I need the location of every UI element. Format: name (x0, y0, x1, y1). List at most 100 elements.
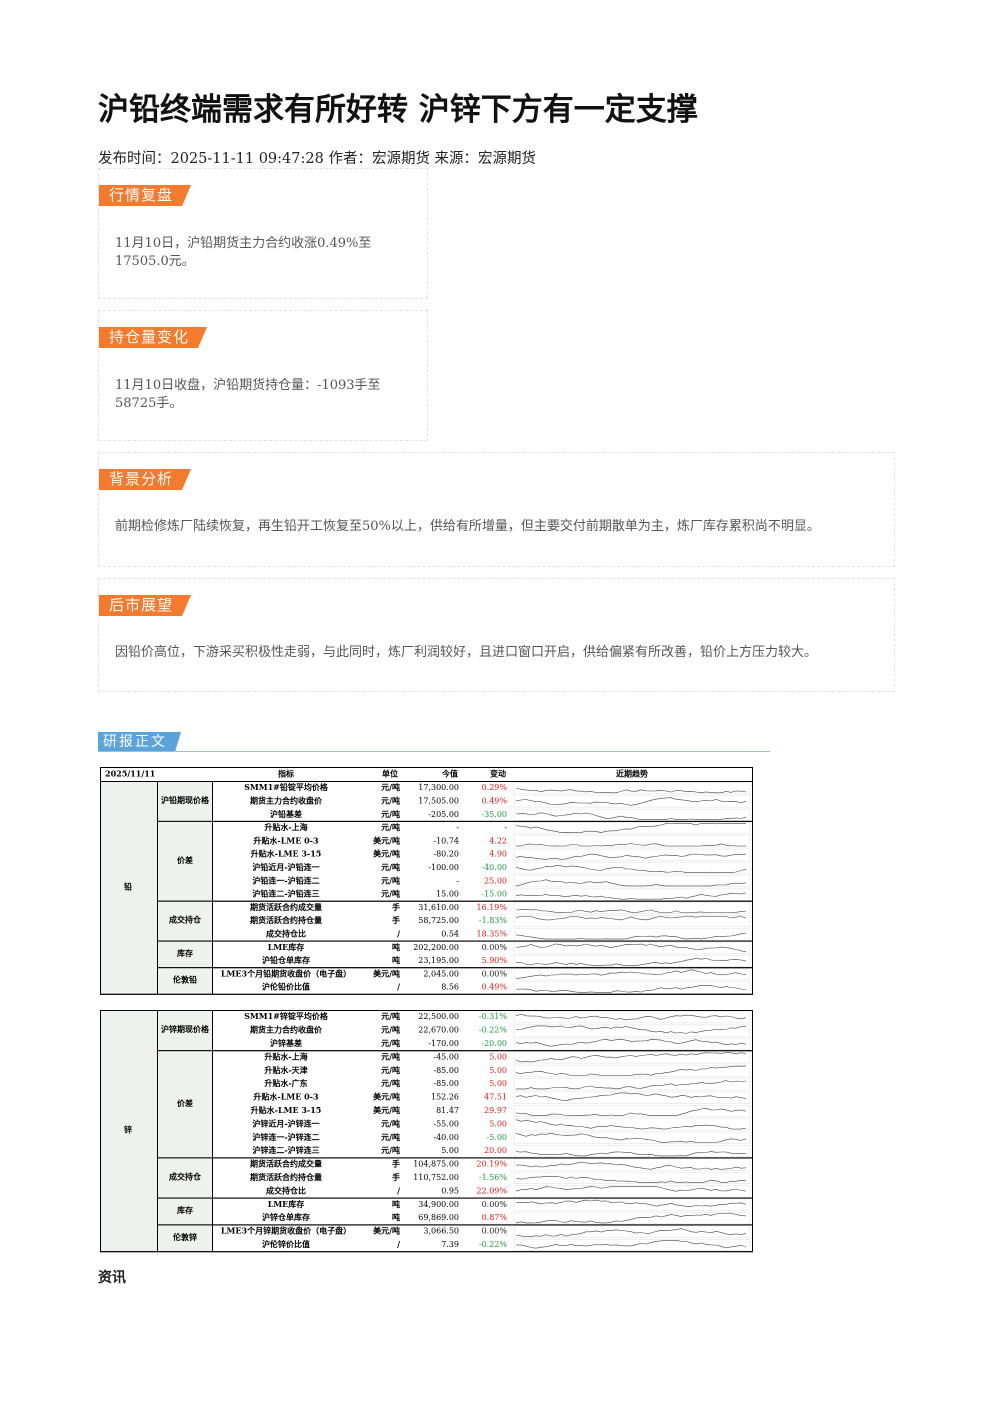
trend-cell (513, 822, 751, 834)
trend-sparkline (515, 909, 747, 913)
unit: 美元/吨 (373, 1226, 400, 1236)
value: -40.00 (433, 1133, 459, 1142)
trend-cell (513, 901, 751, 914)
value: 58,725.00 (418, 916, 459, 925)
section-body: 因铅价高位，下游采买积极性走弱，与此同时，炼厂利润较好，且进口窗口开启，供给偏紧… (115, 645, 818, 660)
change: 5.90% (482, 956, 508, 965)
value: 0.54 (441, 929, 459, 938)
indicator: LME库存 (268, 942, 305, 952)
change: 5.00 (489, 1119, 507, 1128)
change: -35.00 (481, 810, 507, 819)
value: 8.56 (441, 983, 459, 992)
trend-cell (513, 1198, 751, 1211)
section-box: 持仓量变化 11月10日收盘，沪铅期货持仓量：-1093手至58725手。 (98, 310, 428, 441)
meta: 发布时间：2025-11-11 09:47:28 作者：宏源期货 来源：宏源期货 (98, 151, 537, 167)
trend-sparkline (515, 1119, 747, 1130)
value: 69,869.00 (418, 1213, 459, 1222)
value: 2,045.00 (423, 969, 459, 978)
change: 5.00 (489, 1052, 507, 1061)
trend-sparkline (515, 916, 747, 921)
group-cell (157, 1050, 213, 1159)
section-body: 前期检修炼厂陆续恢复，再生铅开工恢复至50%以上，供给有所增量，但主要交付前期散… (115, 519, 820, 534)
value: 22,670.00 (418, 1026, 459, 1035)
section-box: 后市展望 因铅价高位，下游采买积极性走弱，与此同时，炼厂利润较好，且进口窗口开启，… (98, 578, 895, 692)
change: 0.00% (482, 969, 508, 978)
trend-sparkline (515, 1013, 747, 1021)
trend-sparkline (515, 1240, 747, 1249)
indicator: 期货活跃合约成交量 (250, 1159, 322, 1169)
change: 0.49% (482, 983, 508, 992)
indicator: 升贴水-广东 (264, 1078, 307, 1088)
value: 104,875.00 (413, 1160, 459, 1169)
change: 29.97 (484, 1106, 507, 1115)
trend-sparkline (516, 1080, 747, 1090)
unit: 手 (392, 1159, 400, 1169)
change: 20.19% (476, 1160, 507, 1169)
trend-cell (513, 955, 751, 967)
indicator: 沪铅基差 (270, 809, 302, 819)
trend-cell (513, 1091, 751, 1104)
unit: 美元/吨 (373, 835, 400, 845)
trend-sparkline (515, 957, 747, 967)
unit: 手 (392, 1172, 400, 1182)
indicator: SMM1#铅锭平均价格 (244, 782, 329, 792)
change: -20.00 (481, 1039, 507, 1048)
indicator: SMM1#锌锭平均价格 (244, 1011, 329, 1021)
trend-cell (513, 1064, 751, 1077)
trend-cell (513, 1051, 751, 1064)
table-header: 今值 (441, 769, 458, 779)
group-cell (157, 1010, 213, 1052)
indicator: 升贴水-LME 0-3 (253, 835, 319, 845)
value: -80.20 (433, 850, 459, 859)
group-label: 成交持仓 (169, 1172, 202, 1182)
indicator: 期货活跃合约成交量 (250, 902, 322, 912)
unit: 元/吨 (381, 1145, 400, 1155)
table-header: 变动 (490, 769, 506, 779)
value: 17,300.00 (418, 783, 459, 792)
unit: 手 (392, 915, 400, 925)
trend-sparkline (515, 1092, 747, 1102)
value: 22,500.00 (418, 1012, 459, 1021)
unit: 手 (392, 902, 400, 912)
indicator: 期货活跃合约持仓量 (250, 915, 322, 925)
table-border (100, 767, 753, 995)
change: -1.56% (479, 1173, 508, 1182)
value: -55.00 (433, 1119, 459, 1128)
title: 沪铅终端需求有所好转 沪锌下方有一定支撑 (98, 92, 698, 128)
trend-cell (513, 915, 751, 928)
trend-cell (513, 862, 751, 874)
section-heading: 行情复盘 (99, 185, 191, 206)
trend-sparkline (515, 1025, 747, 1034)
unit: 吨 (392, 1212, 400, 1222)
value: 3,066.50 (423, 1227, 459, 1236)
change: 4.22 (489, 836, 507, 845)
trend-cell (513, 782, 751, 795)
indicator: 沪铅连一-沪铅连二 (252, 875, 319, 885)
trend-cell (513, 1105, 751, 1117)
change: -1.83% (479, 916, 508, 925)
value: 0.95 (441, 1186, 459, 1195)
footer-heading: 资讯 (98, 1270, 126, 1286)
trend-sparkline (515, 865, 747, 873)
change: -15.00 (481, 890, 507, 899)
change: 16.19% (476, 903, 507, 912)
change: 5.00 (489, 1066, 507, 1075)
change: 22.09% (476, 1186, 507, 1195)
table-header: 指标 (278, 769, 294, 779)
trend-cell (513, 1078, 751, 1091)
change: -0.31% (479, 1012, 508, 1021)
trend-sparkline (515, 1107, 747, 1117)
value: 23,195.00 (418, 956, 459, 965)
trend-sparkline (515, 969, 747, 979)
trend-cell (513, 928, 751, 941)
indicator: 沪铅仓单库存 (262, 955, 310, 965)
commodity-label: 锌 (124, 1125, 132, 1135)
trend-sparkline (515, 797, 747, 806)
change: 0.00% (482, 1200, 508, 1209)
unit: 元/吨 (381, 1065, 400, 1075)
unit: 吨 (392, 942, 400, 952)
table-date: 2025/11/11 (105, 769, 155, 779)
report-rule (98, 751, 770, 752)
section-heading: 持仓量变化 (99, 327, 207, 348)
